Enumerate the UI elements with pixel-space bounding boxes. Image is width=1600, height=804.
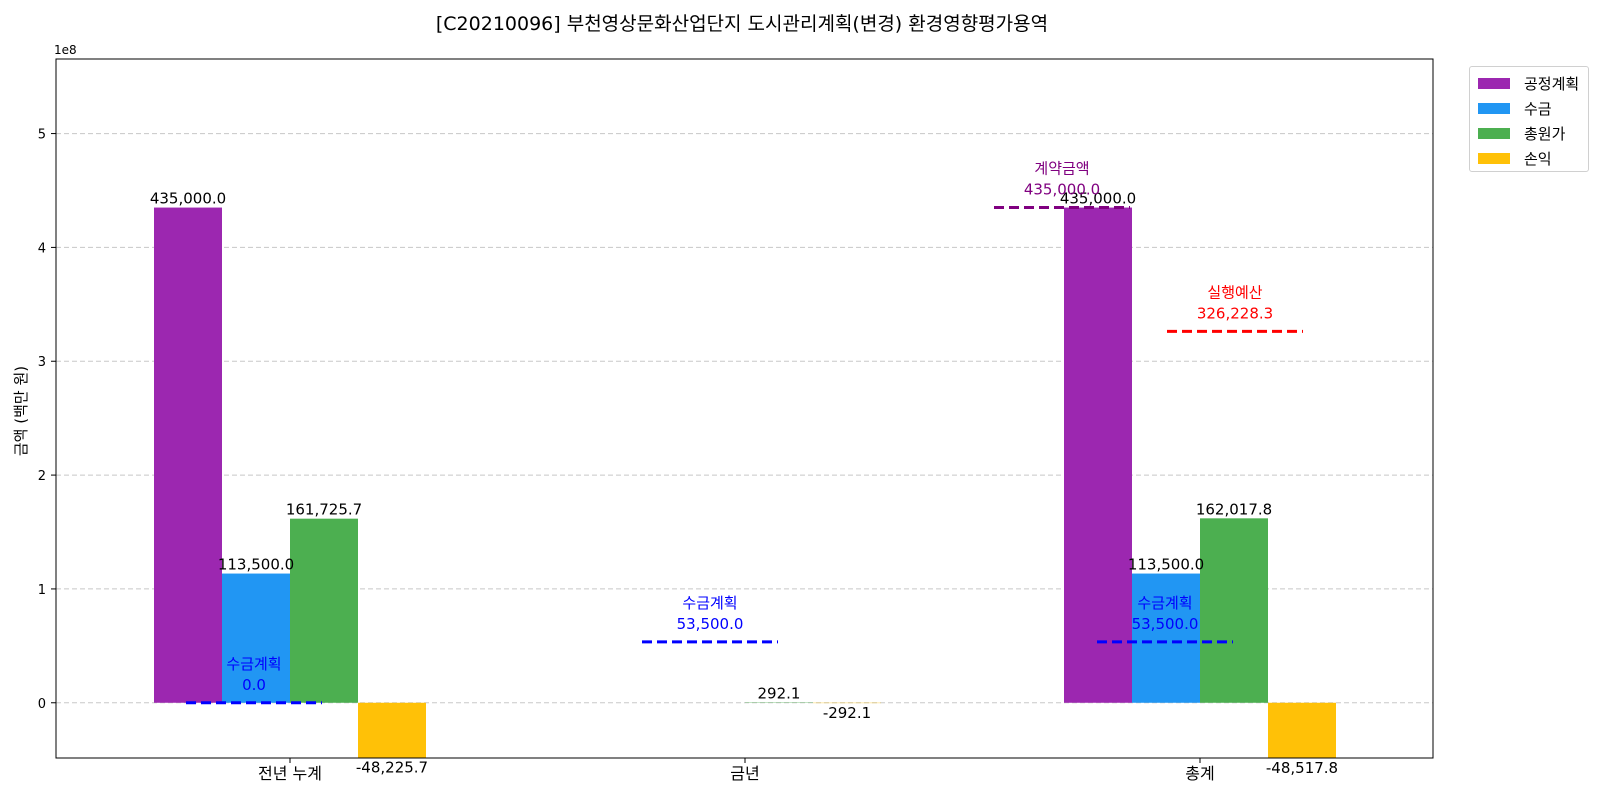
x-tick-label: 금년: [730, 764, 759, 783]
reference-line-label: 계약금액: [1034, 160, 1089, 178]
legend-label: 수금: [1524, 98, 1552, 119]
y-tick-label: 5: [38, 128, 46, 143]
reference-line-value: 326,228.3: [1197, 304, 1273, 322]
y-tick-label: 1: [38, 583, 46, 598]
bar-value-label: -48,225.7: [356, 759, 428, 777]
bar-value-label: 113,500.0: [1128, 556, 1204, 574]
reference-line-value: 53,500.0: [1132, 615, 1199, 633]
legend-label: 공정계획: [1524, 73, 1579, 94]
legend-label: 손익: [1524, 148, 1552, 169]
y-tick-label: 2: [38, 469, 46, 484]
bar-value-label: -292.1: [823, 704, 871, 722]
bar-value-label: -48,517.8: [1266, 759, 1338, 777]
reference-line-label: 수금계획: [682, 594, 737, 612]
bar-value-label: 161,725.7: [286, 501, 362, 519]
y-tick-label: 0: [38, 697, 46, 712]
reference-line-value: 435,000.0: [1024, 181, 1100, 199]
legend-item: 공정계획: [1478, 71, 1580, 96]
bar: [358, 703, 426, 758]
bar-value-label: 113,500.0: [218, 556, 294, 574]
y-tick-label: 3: [38, 355, 46, 370]
bar-value-label: 435,000.0: [150, 190, 226, 208]
legend-item: 손익: [1478, 146, 1580, 171]
legend-label: 총원가: [1524, 123, 1565, 144]
bar-value-label: 162,017.8: [1196, 500, 1272, 518]
reference-line-label: 수금계획: [226, 655, 281, 673]
chart-title: [C20210096] 부천영상문화산업단지 도시관리계획(변경) 환경영향평가…: [436, 13, 1048, 35]
y-axis-offset-label: 1e8: [54, 43, 77, 57]
bar: [1268, 703, 1336, 758]
legend-swatch: [1478, 128, 1510, 139]
x-tick-label: 전년 누계: [258, 764, 322, 783]
x-tick-label: 총계: [1185, 764, 1214, 783]
bar: [154, 208, 222, 703]
reference-line-label: 수금계획: [1137, 594, 1192, 612]
bar-value-label: 292.1: [758, 684, 801, 702]
reference-line-value: 0.0: [242, 676, 266, 694]
legend-swatch: [1478, 78, 1510, 89]
legend-swatch: [1478, 153, 1510, 164]
legend-item: 총원가: [1478, 121, 1580, 146]
legend-item: 수금: [1478, 96, 1580, 121]
y-axis-label: 금액 (백만 원): [12, 366, 30, 456]
legend: 공정계획 수금 총원가 손익: [1469, 66, 1589, 172]
bars-layer: [154, 208, 1336, 758]
reference-line-value: 53,500.0: [677, 615, 744, 633]
bar: [1064, 208, 1132, 703]
legend-swatch: [1478, 103, 1510, 114]
y-tick-label: 4: [38, 241, 46, 256]
bar: [290, 519, 358, 703]
bar: [1200, 518, 1268, 702]
reference-line-label: 실행예산: [1207, 283, 1262, 301]
